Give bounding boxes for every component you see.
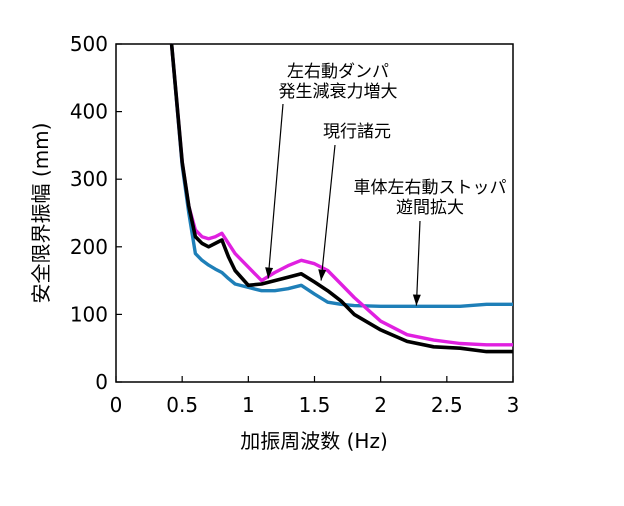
y-axis-ticks: 0 100 200 300 400 500 — [70, 32, 122, 394]
y-tick-label: 0 — [95, 370, 108, 394]
x-axis-label: 加振周波数 (Hz) — [240, 429, 388, 453]
annotation-text: 車体左右動ストッパ — [354, 178, 507, 198]
annotation-text: 左右動ダンパ — [287, 62, 389, 82]
annotation-arrow-line — [267, 103, 284, 279]
x-tick-label: 2.5 — [431, 393, 463, 417]
series-layer — [169, 43, 513, 354]
annotation-arrowhead — [265, 267, 274, 279]
annotation-text: 現行諸元 — [323, 122, 391, 142]
annotation-arrow-line — [415, 220, 421, 306]
x-tick-label: 2 — [374, 393, 387, 417]
y-tick-label: 300 — [70, 167, 108, 191]
annotation-arrowhead — [412, 294, 421, 306]
y-axis-label: 安全限界振幅 (mm) — [29, 123, 53, 304]
y-tick-label: 200 — [70, 235, 108, 259]
series-line-0 — [169, 43, 513, 354]
annotation-text: 遊間拡大 — [396, 198, 464, 218]
x-tick-label: 1 — [242, 393, 255, 417]
annotation-arrowhead — [318, 269, 327, 281]
series-line-2 — [169, 43, 513, 308]
y-tick-label: 400 — [70, 100, 108, 124]
x-tick-label: 3 — [507, 393, 520, 417]
x-axis-ticks: 0 0.5 1 1.5 2 2.5 3 — [110, 376, 520, 417]
annotation-text: 発生減衰力増大 — [279, 82, 398, 102]
x-tick-label: 0.5 — [166, 393, 198, 417]
annotation-arrow-line — [320, 144, 336, 281]
series-line-1 — [169, 43, 513, 347]
y-tick-label: 500 — [70, 32, 108, 56]
y-tick-label: 100 — [70, 302, 108, 326]
x-tick-label: 1.5 — [299, 393, 331, 417]
x-tick-label: 0 — [110, 393, 123, 417]
